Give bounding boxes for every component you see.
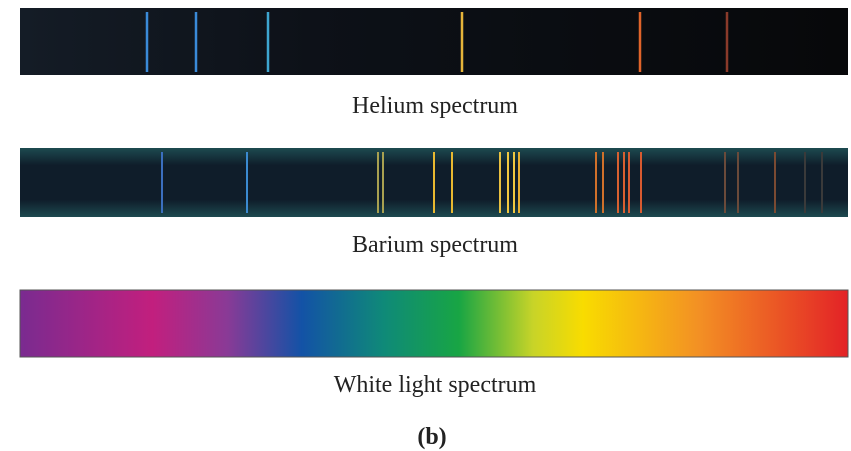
panel-label: Barium spectrum xyxy=(352,232,518,258)
spectrum-band xyxy=(20,8,848,75)
caption: (b) xyxy=(417,424,446,450)
continuous-spectrum xyxy=(20,290,848,357)
panel-label: Helium spectrum xyxy=(352,93,518,119)
panel-label: White light spectrum xyxy=(334,372,537,398)
figure: Helium spectrum Barium spe xyxy=(0,0,851,451)
helium-spectrum xyxy=(20,8,848,75)
barium-spectrum xyxy=(20,148,848,217)
